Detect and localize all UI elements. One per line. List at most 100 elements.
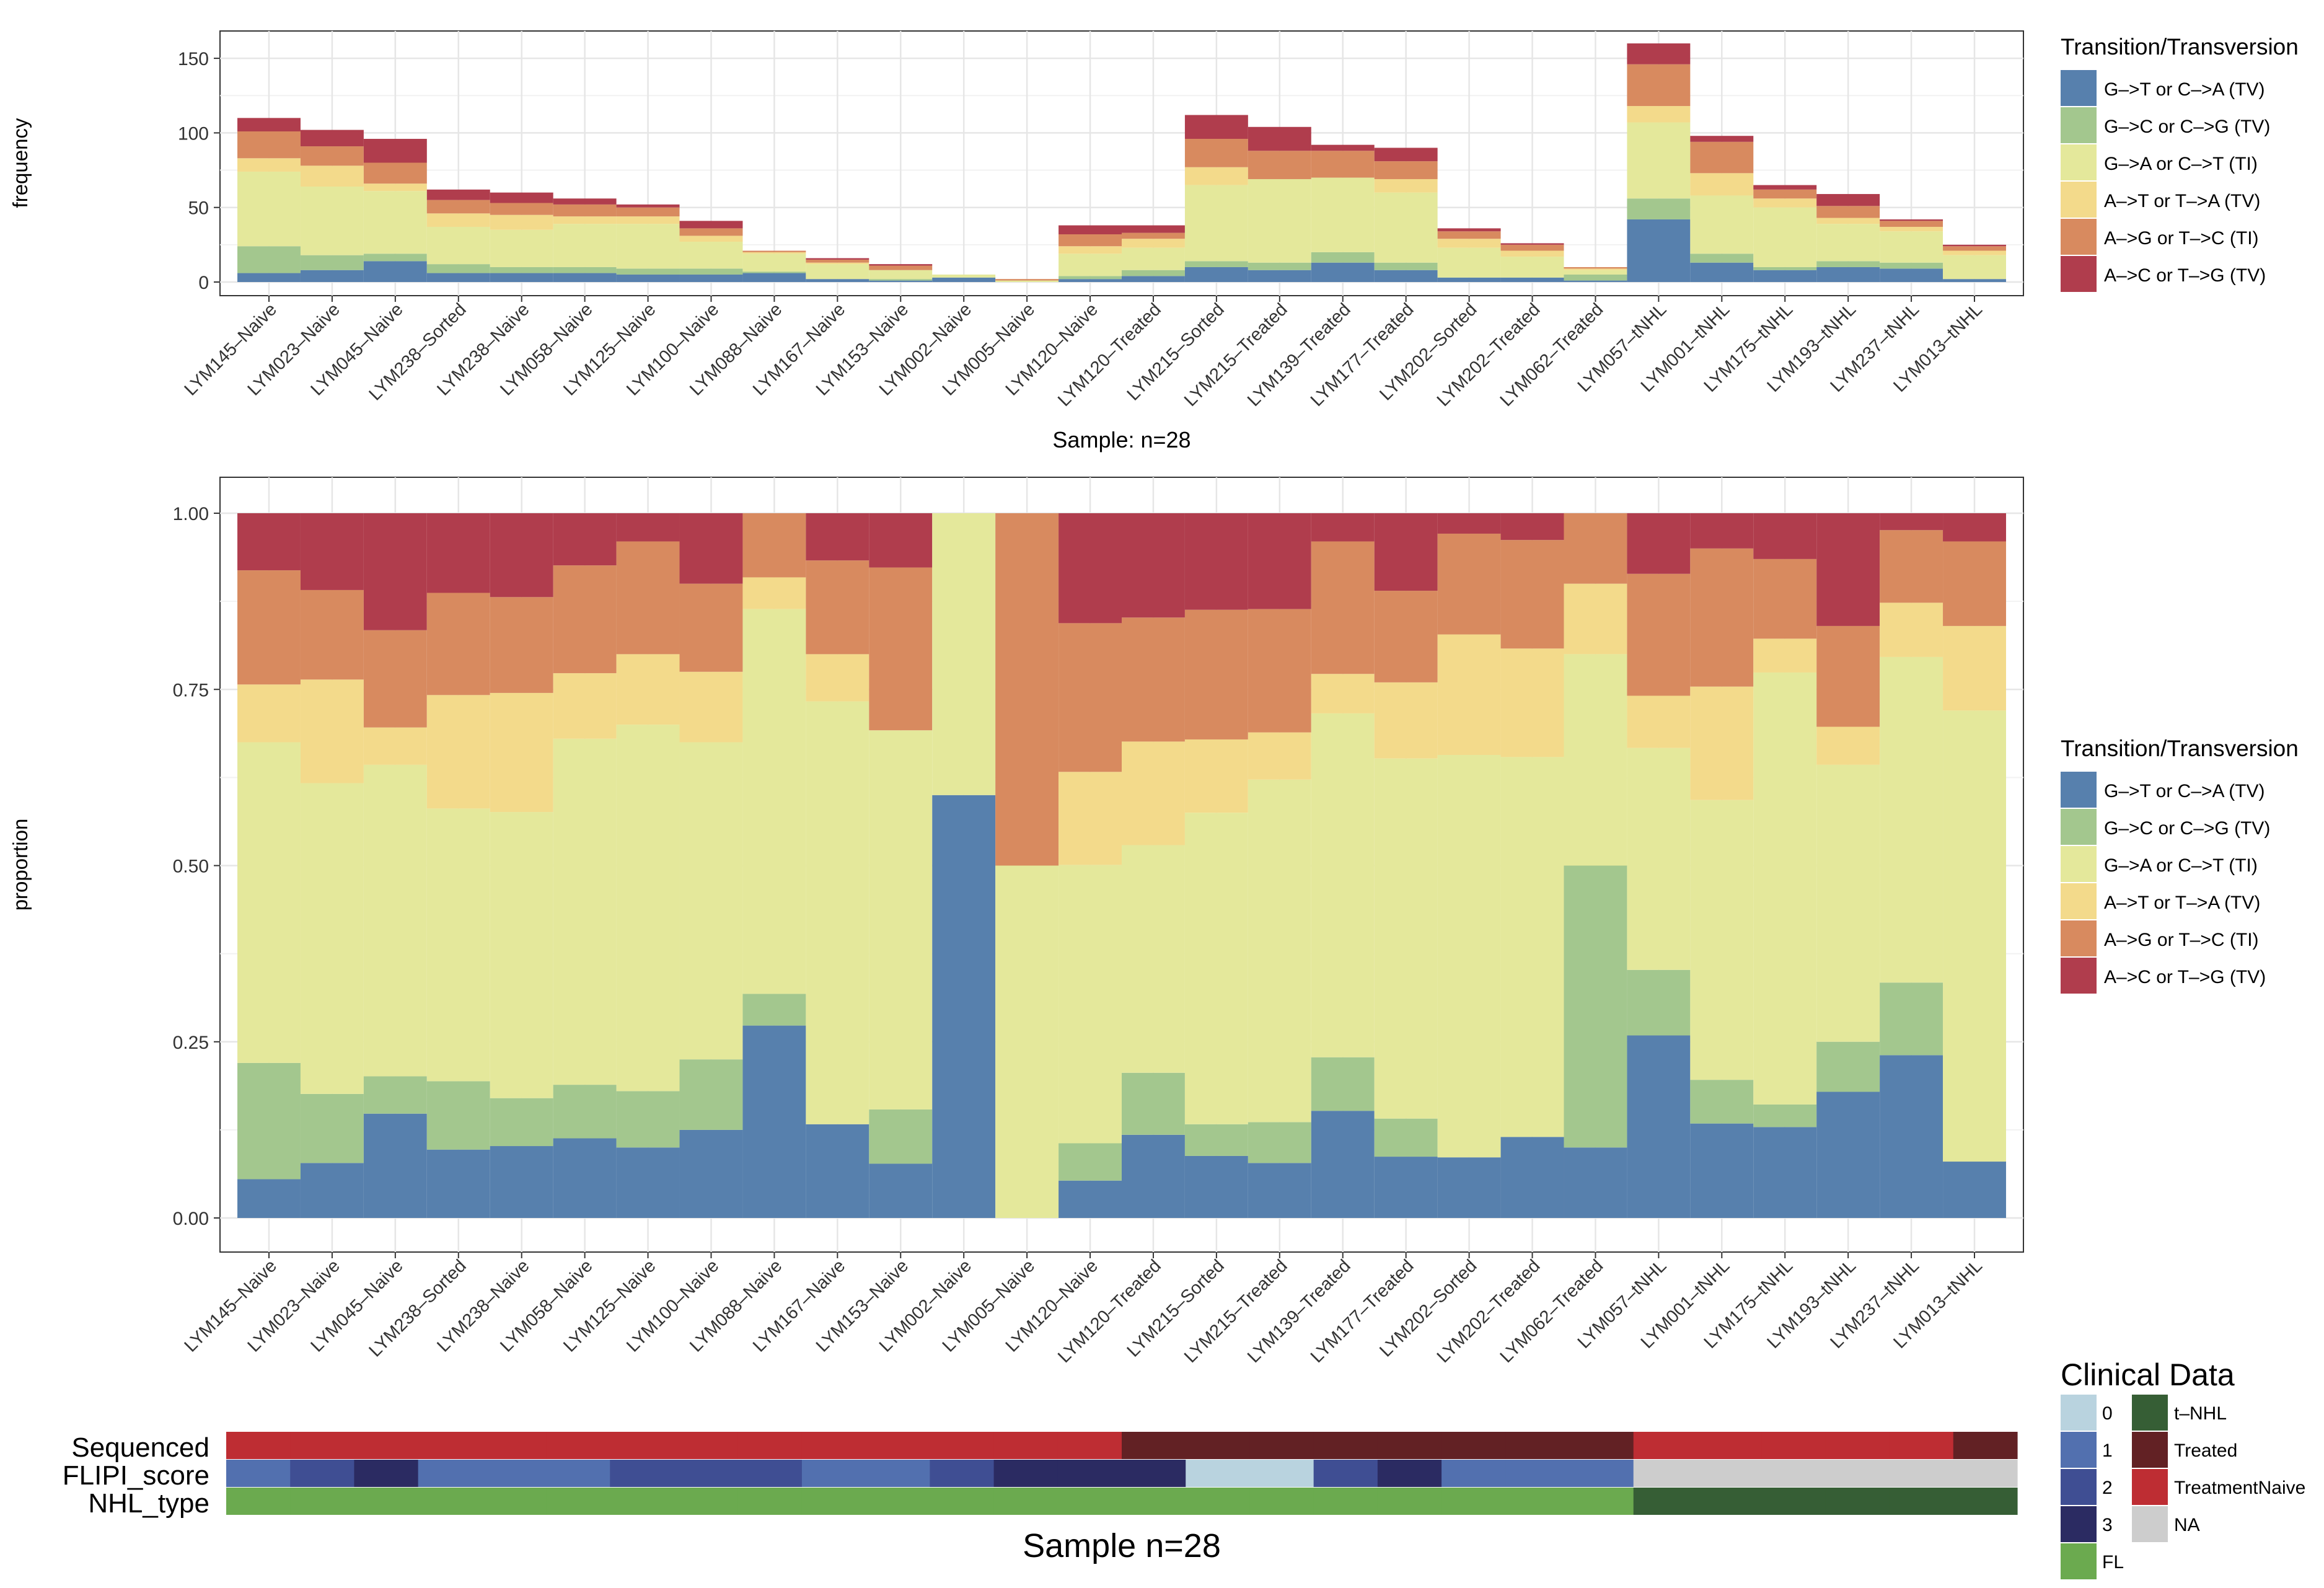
bar-segment: [1184, 261, 1248, 267]
bar-segment: [1880, 530, 1943, 603]
bar-segment: [1500, 1137, 1564, 1218]
clinical-legend-swatch: [2132, 1469, 2168, 1505]
heatmap-cell: [1313, 1460, 1378, 1487]
bar-segment: [1184, 139, 1248, 167]
bar-segment: [1122, 225, 1185, 233]
legend-swatch: [2061, 883, 2097, 919]
bar-segment: [1690, 548, 1754, 687]
bar-segment: [616, 541, 680, 655]
legend-swatch: [2061, 219, 2097, 255]
bar-segment: [1059, 1143, 1122, 1181]
heatmap-cell: [1889, 1460, 1954, 1487]
heatmap-cell: [1441, 1460, 1506, 1487]
heatmap-cell: [1057, 1460, 1122, 1487]
legend-swatch: [2061, 958, 2097, 994]
bar-segment: [1248, 1163, 1311, 1218]
bar-segment: [1437, 634, 1501, 755]
bar-segment: [1500, 540, 1564, 649]
bar-segment: [869, 567, 933, 731]
clinical-legend-label: Treated: [2174, 1440, 2237, 1461]
clinical-legend-label: 3: [2102, 1515, 2113, 1535]
bar-segment: [1816, 764, 1880, 1042]
bar-segment: [869, 280, 933, 282]
heatmap-cell: [674, 1432, 739, 1459]
bar-segment: [1184, 513, 1248, 610]
bar-segment: [1690, 686, 1754, 800]
bar-segment: [1437, 247, 1501, 278]
bar-segment: [1311, 513, 1375, 542]
bar-segment: [553, 1138, 617, 1218]
bar-segment: [237, 158, 301, 172]
bar-segment: [1374, 1157, 1438, 1218]
bar-segment: [742, 1025, 806, 1218]
bar-segment: [1627, 43, 1691, 64]
clinical-legend-swatch: [2132, 1395, 2168, 1431]
bar-segment: [1248, 270, 1311, 282]
heatmap-cell: [866, 1460, 930, 1487]
bar-segment: [679, 671, 743, 743]
bar-segment: [1564, 280, 1627, 282]
bar-segment: [1690, 173, 1754, 196]
bar-segment: [1753, 1104, 1817, 1127]
heatmap-cell: [737, 1460, 803, 1487]
bar-segment: [1184, 1124, 1248, 1156]
heatmap-cell: [1697, 1488, 1762, 1515]
bar-segment: [1627, 969, 1691, 1036]
bar-segment: [1122, 270, 1185, 276]
bar-segment: [1059, 279, 1122, 282]
bar-segment: [1122, 741, 1185, 845]
bar-segment: [1627, 1035, 1691, 1218]
bar-segment: [426, 226, 490, 265]
bar-segment: [1627, 198, 1691, 219]
bar-segment: [1437, 239, 1501, 248]
bar-segment: [363, 191, 427, 254]
clinical-legend-swatch: [2132, 1432, 2168, 1468]
bar-segment: [490, 203, 553, 215]
bar-segment: [869, 264, 933, 266]
bar-segment: [237, 118, 301, 131]
bar-segment: [553, 1085, 617, 1139]
bar-segment: [1122, 845, 1185, 1073]
bar-segment: [1059, 772, 1122, 865]
bar-segment: [1690, 195, 1754, 254]
bar-segment: [1248, 732, 1311, 780]
bar-segment: [932, 274, 996, 278]
bar-segment: [1690, 262, 1754, 282]
heatmap-cell: [930, 1432, 995, 1459]
bar-segment: [1184, 115, 1248, 139]
bar-segment: [616, 1091, 680, 1148]
heatmap-cell: [354, 1432, 419, 1459]
frequency-legend: Transition/Transversion G–>T or C–>A (TV)…: [2061, 34, 2299, 292]
bar-segment: [300, 187, 364, 255]
heatmap-cell: [1633, 1432, 1698, 1459]
bar-segment: [1311, 713, 1375, 1057]
bar-segment: [426, 213, 490, 227]
legend-title: Transition/Transversion: [2061, 736, 2299, 761]
bar-segment: [679, 742, 743, 1060]
bar-segment: [1627, 106, 1691, 123]
heatmap-cell: [1761, 1460, 1826, 1487]
bar-segment: [869, 265, 933, 270]
bar-segment: [806, 264, 869, 280]
bar-segment: [1564, 274, 1627, 281]
bar-segment: [363, 254, 427, 262]
bar-segment: [1753, 270, 1817, 282]
y-tick-label: 50: [188, 198, 209, 219]
bar-segment: [1311, 541, 1375, 674]
heatmap-cell: [1249, 1432, 1314, 1459]
bar-segment: [1690, 513, 1754, 549]
heatmap-cell: [993, 1432, 1059, 1459]
heatmap-cell: [1761, 1488, 1826, 1515]
bar-segment: [869, 513, 933, 568]
clinical-legend-title: Clinical Data: [2061, 1357, 2235, 1392]
clinical-legend-label: 1: [2102, 1440, 2113, 1461]
bar-segment: [363, 727, 427, 765]
clinical-x-axis-label: Sample n=28: [1023, 1527, 1221, 1564]
bar-segment: [616, 513, 680, 542]
bar-segment: [1690, 254, 1754, 263]
bar-segment: [1564, 654, 1627, 866]
bar-segment: [1311, 151, 1375, 178]
heatmap-cell: [546, 1488, 610, 1515]
bar-segment: [1184, 1155, 1248, 1218]
